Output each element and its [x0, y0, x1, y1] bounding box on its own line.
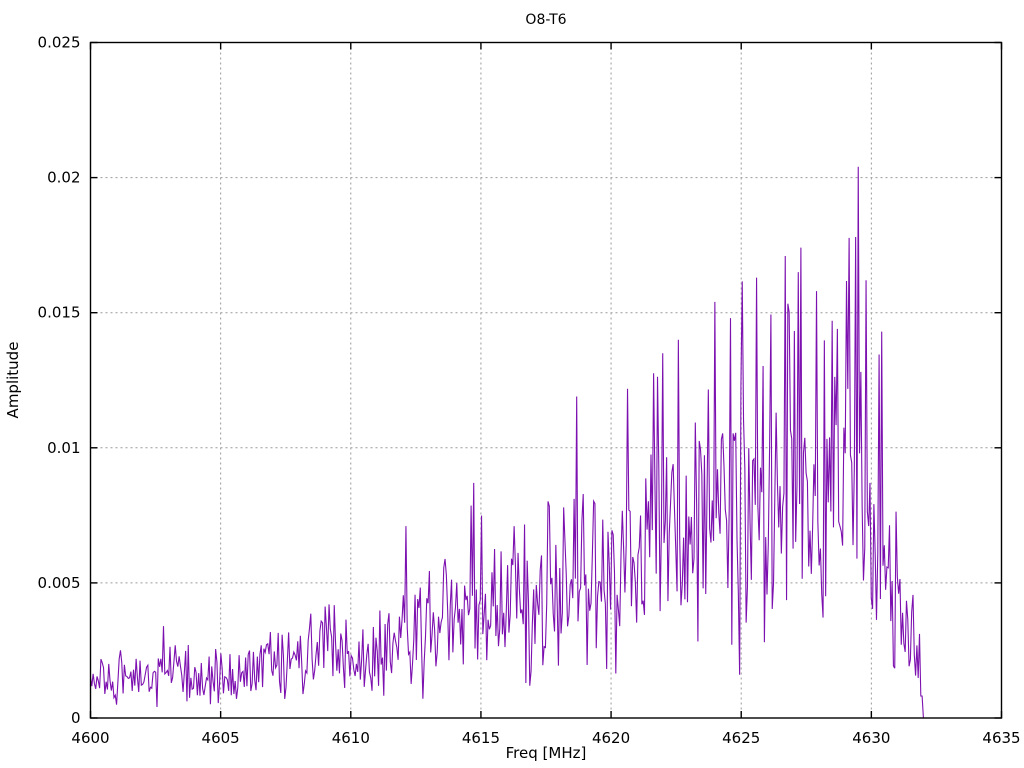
x-axis-title: Freq [MHz] [506, 744, 587, 762]
x-tick-label: 4615 [462, 729, 500, 747]
x-tick-label: 4600 [71, 729, 109, 747]
spectrum-trace [89, 166, 924, 719]
x-tick-label: 4620 [592, 729, 630, 747]
axis-ticks [89, 41, 1003, 719]
y-tick-labels: 0 0.005 0.01 0.015 0.02 0.025 [38, 34, 81, 728]
x-tick-labels: 4600 4605 4610 4615 4620 4625 4630 4635 [71, 729, 1020, 747]
grid-lines [90, 42, 1002, 718]
plot-border [89, 41, 1003, 719]
chart-title: O8-T6 [525, 12, 566, 28]
x-tick-label: 4610 [332, 729, 370, 747]
x-tick-label: 4635 [982, 729, 1020, 747]
y-tick-label: 0.015 [38, 304, 81, 322]
data-series-layer [89, 166, 924, 719]
y-tick-label: 0.025 [38, 34, 81, 52]
y-tick-label: 0.02 [47, 169, 80, 187]
y-tick-label: 0.005 [38, 574, 81, 592]
x-tick-label: 4605 [202, 729, 240, 747]
plot-frame [89, 41, 1003, 719]
y-tick-label: 0.01 [47, 439, 80, 457]
x-tick-label: 4630 [852, 729, 890, 747]
x-tick-label: 4625 [722, 729, 760, 747]
y-axis-title: Amplitude [4, 342, 22, 419]
y-tick-label: 0 [71, 709, 81, 727]
